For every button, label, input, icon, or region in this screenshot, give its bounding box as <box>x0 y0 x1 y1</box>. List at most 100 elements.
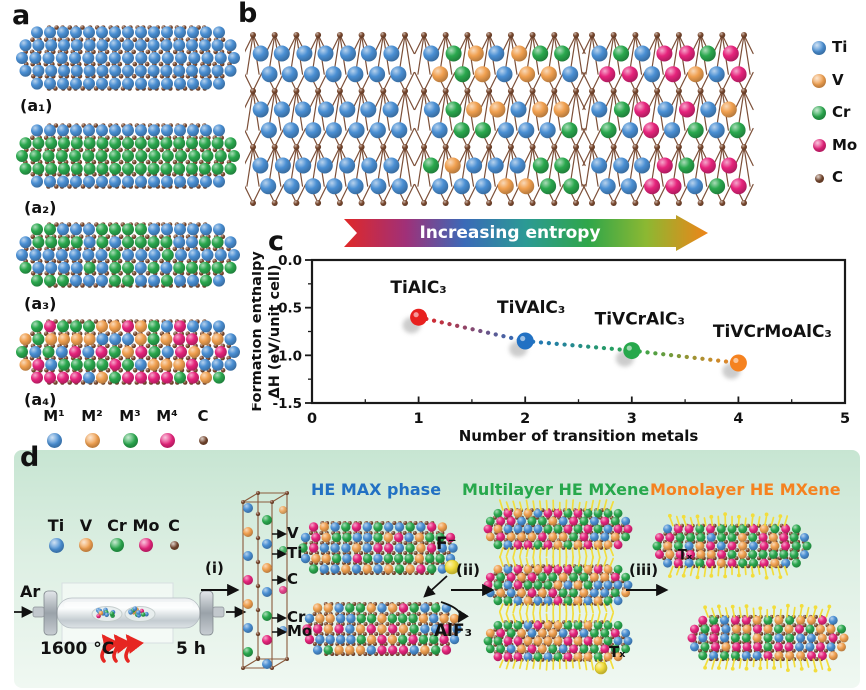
panel-d-letter: d <box>20 442 40 473</box>
step-ii-label: (ii) <box>456 561 480 579</box>
data-point <box>623 342 641 360</box>
entropy-arrow-shape <box>344 215 708 251</box>
multilayer-title: Multilayer HE MXene <box>462 480 650 499</box>
data-point <box>410 308 428 326</box>
data-point-label: TiVCrAlC₃ <box>595 310 685 330</box>
panel-d-scene <box>14 491 849 675</box>
x-axis-title: Number of transition metals <box>459 427 699 445</box>
surface-terminations <box>498 555 615 615</box>
etching-step <box>423 559 495 623</box>
multilayer-flake-1 <box>483 499 633 559</box>
max-phase-flake-1 <box>298 521 458 575</box>
furnace-temperature: 1600 °C <box>40 639 115 659</box>
monolayer-flake-1 <box>652 512 812 580</box>
data-point-label: TiAlC₃ <box>390 278 446 298</box>
legend-a-dot-c <box>199 436 208 445</box>
step-iii-label: (iii) <box>629 561 659 579</box>
legend-a-label-c: C <box>197 407 209 425</box>
entropy-arrow-graphic <box>344 215 708 251</box>
chart-axes: 0 1 2 3 4 5 0.0 -0.5 -1.0 -1.5 Number of transitio… <box>252 251 850 445</box>
y-tick-label: 0.0 <box>278 253 302 269</box>
multilayer-flake-2 <box>483 555 633 615</box>
flake-label-a2: (a₂) <box>24 198 57 217</box>
legend-d-dot-v <box>79 538 93 552</box>
panel-a-letter: a <box>12 0 31 31</box>
max-phase-flake-2 <box>302 602 462 656</box>
argon-label: Ar <box>20 582 41 601</box>
legend-d-label-mo: Mo <box>132 516 160 535</box>
multilayer-flake-3 <box>483 611 633 671</box>
heat-flame-arrow <box>112 634 132 663</box>
x-tick-label: 1 <box>414 411 424 427</box>
byproduct-label: AlF₃ <box>434 621 473 641</box>
unit-cell-label-mo: Mo <box>287 622 313 640</box>
legend-b-label-c: C <box>832 168 844 186</box>
legend-d-dot-cr <box>110 538 124 552</box>
y-tick-label: -0.5 <box>272 301 302 317</box>
legend-d-label-c: C <box>168 516 180 535</box>
fluoride-ion-dot <box>444 559 460 575</box>
panel-c-letter: c <box>268 226 285 257</box>
legend-a-dot-m4 <box>159 433 175 448</box>
y-axis-title-line2: ΔH (eV/unit cell) <box>267 265 283 399</box>
legend-d-dot-c <box>169 541 179 550</box>
monolayer-flake-2 <box>687 603 849 673</box>
termination-label-multilayer: Tₓ <box>609 643 626 661</box>
legend-a-dot-m2 <box>84 433 100 448</box>
legend-b-dot-v <box>812 74 826 88</box>
furnace-flange-right <box>199 590 214 636</box>
x-tick-label: 5 <box>840 411 850 427</box>
unit-cell <box>241 491 289 670</box>
legend-b-label-v: V <box>832 71 844 89</box>
x-tick-label: 3 <box>627 411 637 427</box>
max-phase-title: HE MAX phase <box>310 480 442 499</box>
termination-label-monolayer: Tₓ <box>678 548 693 563</box>
flake-label-a4: (a₄) <box>24 390 57 409</box>
panel-b-letter: b <box>238 0 258 29</box>
legend-b-dot-c <box>815 174 824 183</box>
legend-a-label-m4: M⁴ <box>156 407 178 425</box>
legend-a-label-m3: M³ <box>119 407 141 425</box>
legend-b-dot-mo <box>813 139 826 152</box>
y-tick-label: -1.0 <box>272 348 302 364</box>
flake-a1 <box>16 25 240 91</box>
surface-terminations <box>703 603 832 673</box>
data-point <box>516 332 534 350</box>
trend-segment <box>629 348 741 366</box>
lattice-1 <box>245 32 415 206</box>
legend-a-dot-m3 <box>122 433 138 448</box>
tube-furnace <box>14 582 247 663</box>
legend-b-label-cr: Cr <box>832 103 851 121</box>
etchant-label: F⁻ <box>436 534 457 554</box>
flake-a3 <box>16 222 240 288</box>
termination-dot <box>594 661 608 675</box>
flake-label-a3: (a₃) <box>24 294 57 313</box>
legend-d-dot-mo <box>139 538 153 552</box>
entropy-arrow-label: Increasing entropy <box>419 223 601 243</box>
legend-b-label-ti: Ti <box>832 38 848 56</box>
flake-a4 <box>16 319 240 385</box>
data-point-label: TiVCrMoAlC₃ <box>713 322 832 342</box>
legend-a-label-m1: M¹ <box>43 407 65 425</box>
surface-terminations <box>667 512 789 580</box>
y-axis-title-line1: Formation enthalpy <box>252 251 265 412</box>
lattice-2 <box>414 32 586 206</box>
byproduct-arrow <box>440 601 469 623</box>
legend-b-label-mo: Mo <box>832 136 858 154</box>
data-point <box>729 354 747 372</box>
furnace-flange-left <box>43 590 58 636</box>
flake-label-a1: (a₁) <box>20 96 53 115</box>
x-tick-label: 4 <box>733 411 743 427</box>
trend-segment <box>523 338 634 353</box>
legend-a-dot-m1 <box>46 433 62 448</box>
x-tick-label: 0 <box>307 411 317 427</box>
panel-a-structures <box>16 25 240 385</box>
monolayer-title: Monolayer HE MXene <box>650 480 841 499</box>
surface-terminations <box>498 611 615 671</box>
step-i-label: (i) <box>205 559 224 577</box>
data-point-label: TiVAlC₃ <box>497 298 565 318</box>
legend-a-label-m2: M² <box>81 407 103 425</box>
formation-enthalpy-chart: 0 1 2 3 4 5 0.0 -0.5 -1.0 -1.5 Number of transitio… <box>252 251 850 445</box>
chart-series: TiAlC₃ TiVAlC₃ TiVCrAlC₃ TiVCrMoAlC₃ <box>390 278 832 379</box>
